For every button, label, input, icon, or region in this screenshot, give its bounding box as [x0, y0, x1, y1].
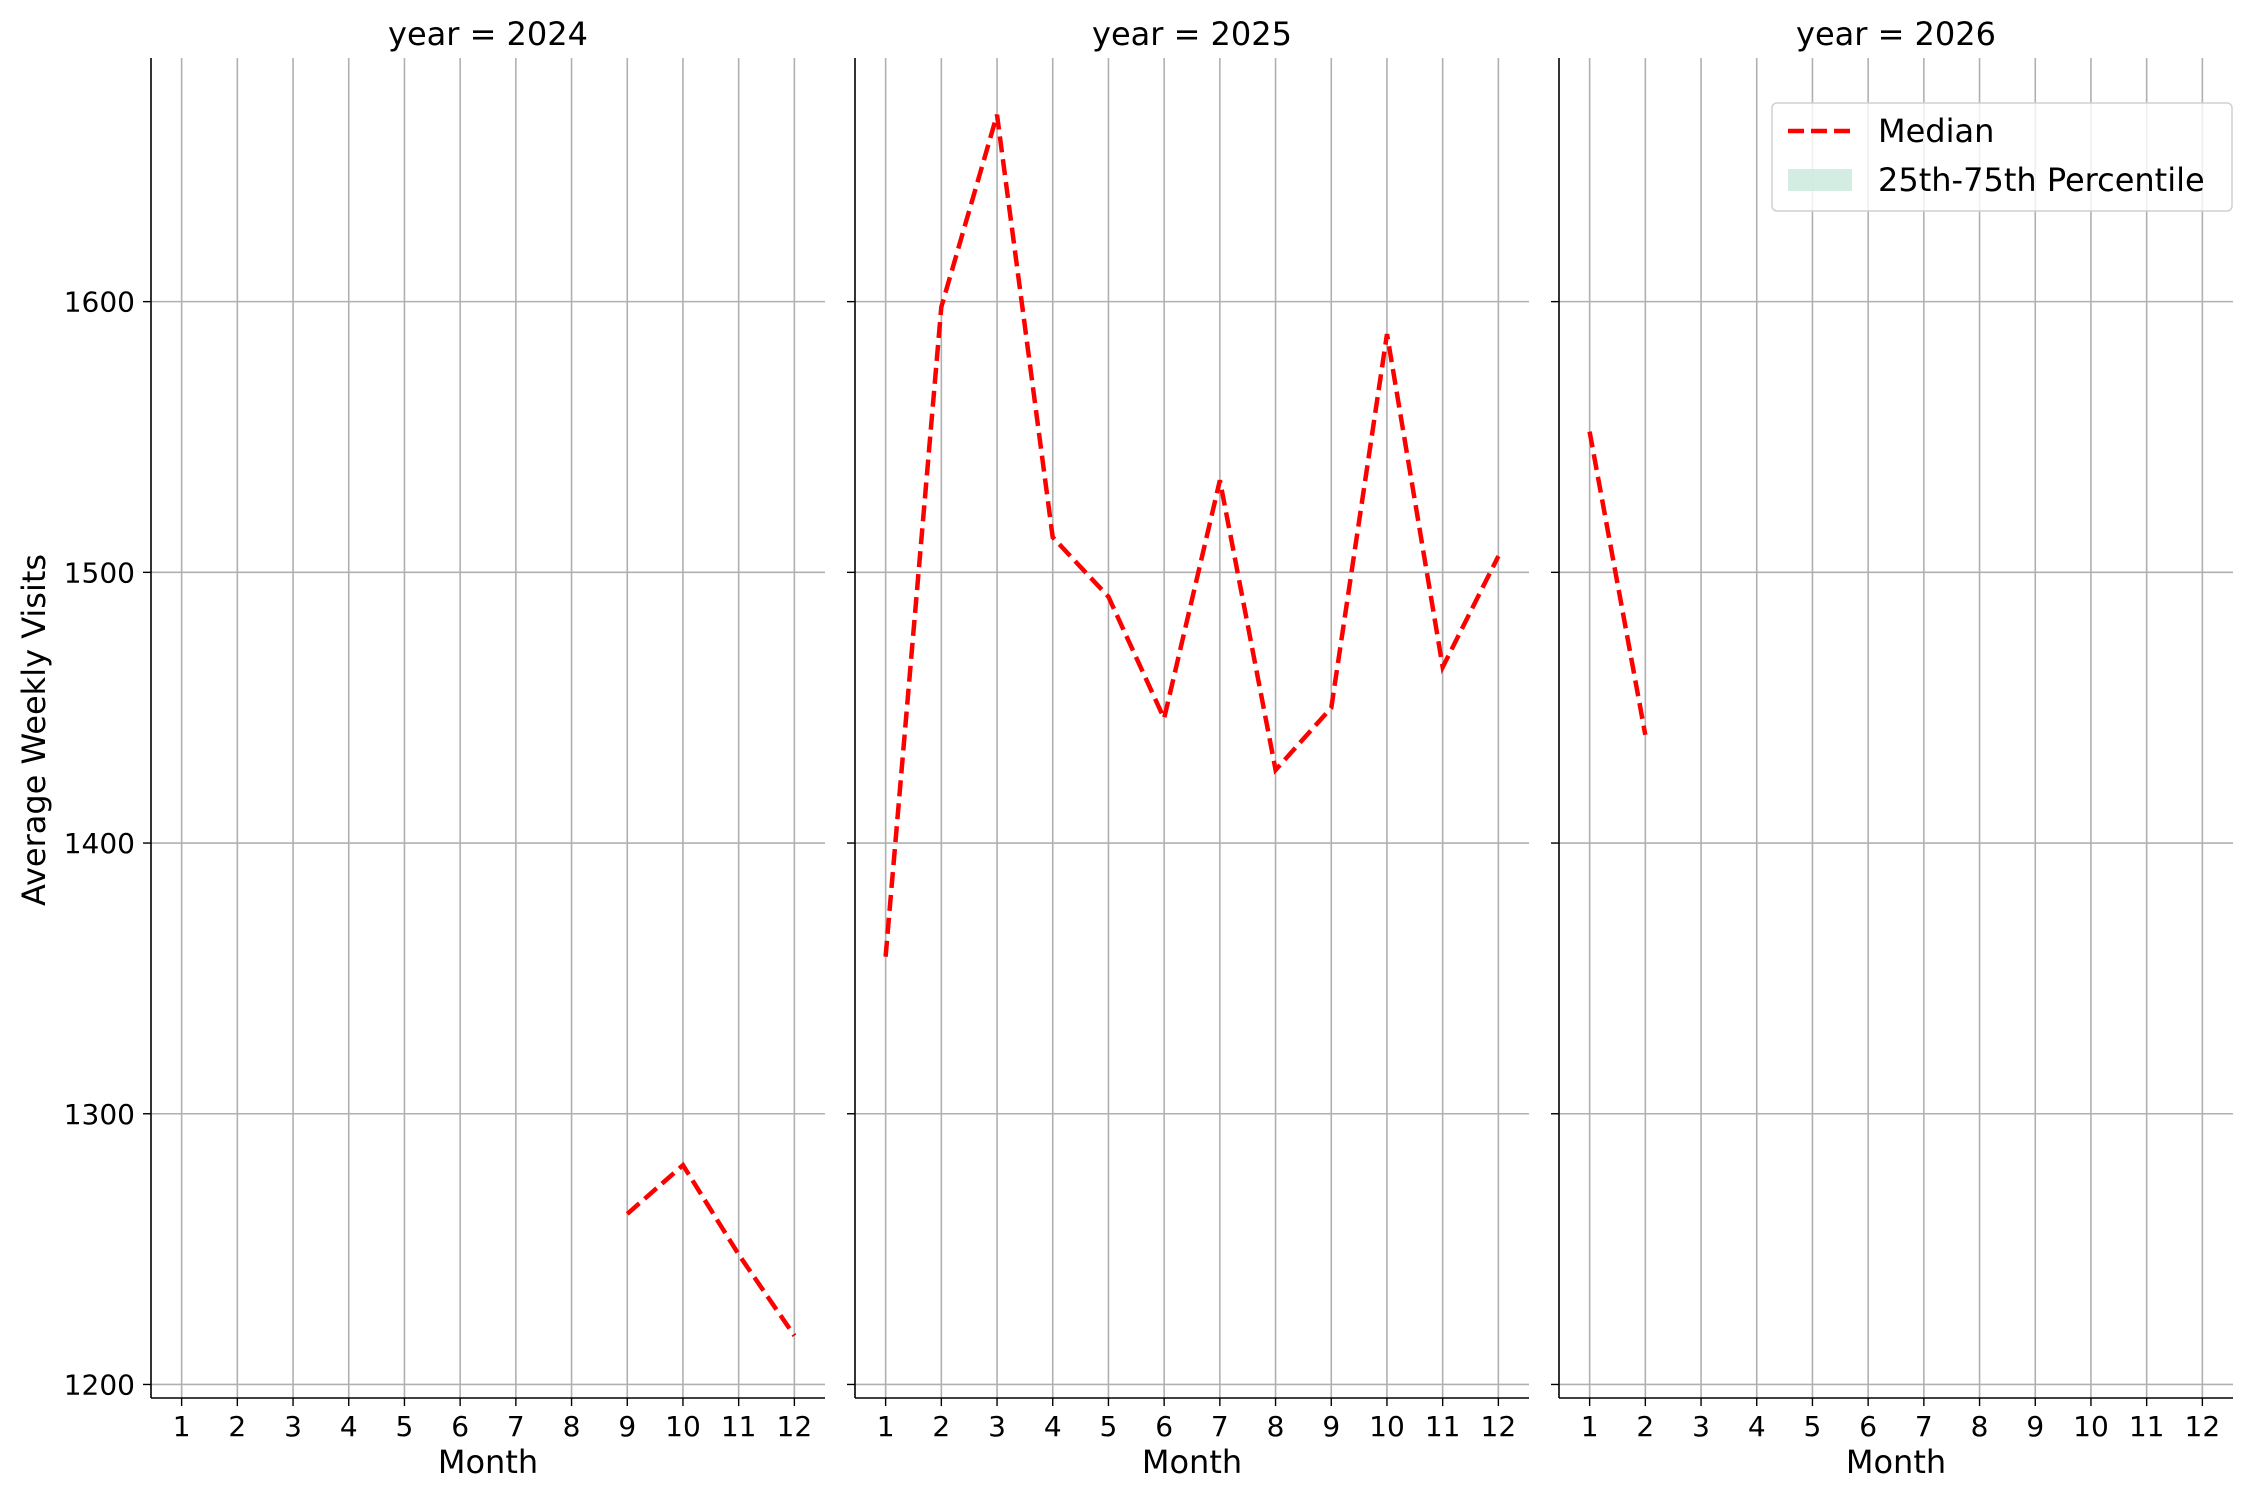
- x-tick-label-8: 8: [1971, 1410, 1989, 1443]
- x-tick-label-6: 6: [1859, 1410, 1877, 1443]
- facet-title-2025: year = 2025: [1092, 15, 1292, 53]
- x-tick-label-11: 11: [1425, 1410, 1461, 1443]
- x-tick-label-6: 6: [1155, 1410, 1173, 1443]
- x-tick-label-2: 2: [932, 1410, 950, 1443]
- x-tick-label-8: 8: [1267, 1410, 1285, 1443]
- x-tick-label-1: 1: [173, 1410, 191, 1443]
- x-axis-label: Month: [438, 1443, 538, 1481]
- x-tick-label-4: 4: [340, 1410, 358, 1443]
- x-tick-label-9: 9: [2026, 1410, 2044, 1443]
- x-tick-label-10: 10: [665, 1410, 701, 1443]
- median-line-2024: [625, 1161, 797, 1337]
- facet-panels: 1 2 3 4 5 6 7 8 9 10 11 1212001300140015001600year …: [64, 15, 2233, 1481]
- facet-title-2026: year = 2026: [1796, 15, 1996, 53]
- y-tick-label-1200: 1200: [64, 1368, 135, 1401]
- x-tick-label-10: 10: [2073, 1410, 2109, 1443]
- x-tick-label-12: 12: [777, 1410, 813, 1443]
- x-tick-label-2: 2: [228, 1410, 246, 1443]
- legend-median-label: Median: [1878, 112, 1994, 150]
- x-tick-label-12: 12: [2185, 1410, 2221, 1443]
- x-tick-label-5: 5: [1100, 1410, 1118, 1443]
- legend: Median 25th-75th Percentile: [1771, 102, 2233, 212]
- y-tick-label-1500: 1500: [64, 556, 135, 589]
- x-tick-label-9: 9: [1322, 1410, 1340, 1443]
- facet-title-2024: year = 2024: [388, 15, 588, 53]
- x-axis-label: Month: [1846, 1443, 1946, 1481]
- x-tick-label-5: 5: [1804, 1410, 1822, 1443]
- y-tick-label-1300: 1300: [64, 1098, 135, 1131]
- facet-panel-2024: 1 2 3 4 5 6 7 8 9 10 11 1212001300140015001600year …: [64, 15, 825, 1481]
- y-tick-label-1600: 1600: [64, 286, 135, 319]
- legend-percentile-swatch: [1788, 169, 1852, 191]
- x-tick-label-1: 1: [877, 1410, 895, 1443]
- x-tick-label-3: 3: [1692, 1410, 1710, 1443]
- x-tick-label-3: 3: [284, 1410, 302, 1443]
- x-tick-label-11: 11: [2129, 1410, 2165, 1443]
- x-axis-label: Month: [1142, 1443, 1242, 1481]
- median-line-2026: [1587, 431, 1648, 736]
- x-tick-label-6: 6: [451, 1410, 469, 1443]
- x-tick-label-2: 2: [1636, 1410, 1654, 1443]
- x-tick-label-9: 9: [618, 1410, 636, 1443]
- x-tick-label-7: 7: [507, 1410, 525, 1443]
- x-tick-label-5: 5: [396, 1410, 414, 1443]
- x-tick-label-8: 8: [563, 1410, 581, 1443]
- y-axis-label: Average Weekly Visits: [15, 554, 53, 906]
- x-tick-label-12: 12: [1481, 1410, 1517, 1443]
- x-tick-label-7: 7: [1915, 1410, 1933, 1443]
- x-tick-label-11: 11: [721, 1410, 757, 1443]
- legend-percentile-label: 25th-75th Percentile: [1878, 161, 2205, 199]
- x-tick-label-4: 4: [1748, 1410, 1766, 1443]
- x-tick-label-1: 1: [1581, 1410, 1599, 1443]
- median-line-2025: [883, 114, 1501, 957]
- x-tick-label-7: 7: [1211, 1410, 1229, 1443]
- x-tick-label-4: 4: [1044, 1410, 1062, 1443]
- y-tick-label-1400: 1400: [64, 827, 135, 860]
- legend-frame: [1771, 102, 2233, 212]
- x-tick-label-10: 10: [1369, 1410, 1405, 1443]
- x-tick-label-3: 3: [988, 1410, 1006, 1443]
